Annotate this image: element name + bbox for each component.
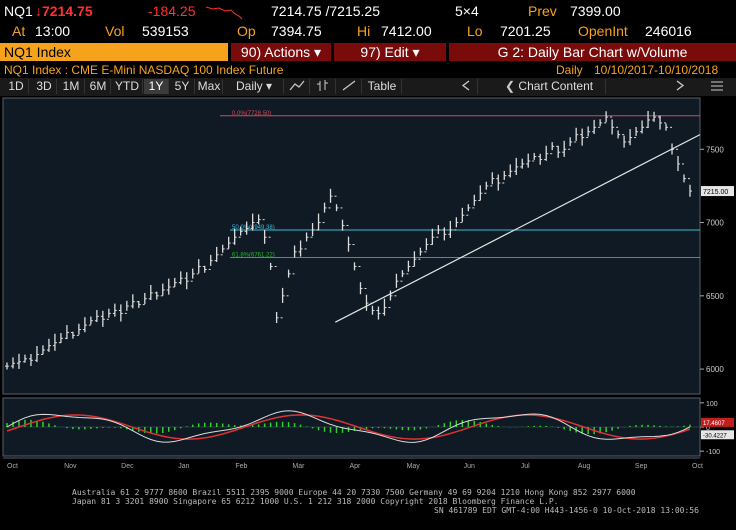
footer-line-3: SN 461789 EDT GMT-4:00 H443-1456-0 10-Oc… [434, 506, 699, 515]
price-panel [2, 97, 701, 395]
high-label: Hi [357, 23, 371, 39]
price-axis-label: 7000 [706, 219, 724, 228]
range-button-ytd[interactable]: YTD [112, 79, 143, 94]
range-button-1d[interactable]: 1D [4, 79, 29, 94]
bid-ask: 7214.75 /7215.25 [271, 3, 380, 19]
last-price-label: 7215.00 [703, 189, 728, 196]
price-axis-label: 7500 [706, 145, 724, 154]
prev-close: 7399.00 [570, 3, 621, 19]
last-price: ↓7214.75 [35, 3, 93, 19]
open-label: Op [237, 23, 256, 39]
frequency-select[interactable]: Daily ▾ [225, 79, 284, 94]
fib-label: 61.8%(6761.22) [232, 253, 275, 259]
chart-content-button[interactable]: ❮ Chart Content [505, 79, 606, 94]
quote-time: 13:00 [35, 23, 71, 39]
menu-bar: NQ1 Index 90) Actions ▾ 97) Edit ▾ G 2: … [0, 43, 736, 61]
month-label: Sep [635, 463, 648, 470]
open-interest-value: 246016 [645, 23, 692, 39]
month-label: Dec [121, 463, 134, 470]
line-tool-icon[interactable] [285, 79, 310, 94]
osc-value-label: 17.4607 [703, 421, 725, 427]
range-button-5y[interactable]: 5Y [170, 79, 195, 94]
edit-menu-button[interactable]: 97) Edit ▾ [334, 43, 446, 61]
month-label: Oct [692, 463, 703, 470]
range-button-3d[interactable]: 3D [32, 79, 57, 94]
low-label: Lo [467, 23, 483, 39]
footer-line-2: Japan 81 3 3201 8900 Singapore 65 6212 1… [72, 497, 559, 506]
price-axis-label: 6000 [706, 365, 724, 374]
month-label: Apr [350, 463, 362, 470]
last-price-marker [701, 186, 734, 197]
osc-axis-label: -100 [706, 449, 720, 456]
month-label: Nov [64, 463, 77, 470]
at-label: At [12, 23, 26, 39]
signal-line [6, 414, 691, 440]
period-label: Daily [556, 63, 583, 77]
month-label: May [407, 463, 421, 470]
price-chart-svg: 7500 7000 6500 6000 0.0%(7728.50) 50.0%(6949.… [2, 97, 734, 479]
osc-value-marker [701, 417, 734, 427]
net-change: -184.25 [148, 3, 196, 19]
open-value: 7394.75 [271, 23, 322, 39]
chevron-left-icon: ❮ [505, 79, 516, 93]
range-button-1m[interactable]: 1M [58, 79, 85, 94]
month-label: Mar [292, 463, 305, 470]
range-button-max[interactable]: Max [196, 79, 223, 94]
chart-title-field: G 2: Daily Bar Chart w/Volume [449, 43, 736, 61]
quote-row-2: At 13:00 Vol 539153 Op 7394.75 Hi 7412.0… [0, 22, 736, 42]
fib-label: 0.0%(7728.50) [232, 111, 271, 117]
chart-toolbar: 1D 3D 1M 6M YTD 1Y 5Y Max Daily ▾ Table ❮ Chart… [0, 78, 736, 96]
chart-content-label: Chart Content [518, 79, 594, 93]
draw-tool-icon[interactable] [337, 79, 362, 94]
month-label: Jun [464, 463, 475, 470]
trendline [334, 134, 701, 323]
quote-row-1: NQ1 ↓7214.75 -184.25 7214.75 /7215.25 5×… [0, 2, 736, 22]
month-label: Oct [7, 463, 18, 470]
actions-menu-button[interactable]: 90) Actions ▾ [231, 43, 331, 61]
month-label: Feb [235, 463, 247, 470]
fib-label: 50.0%(6949.38) [232, 225, 275, 231]
month-label: Jan [178, 463, 189, 470]
osc-value-marker [701, 430, 734, 440]
security-description: NQ1 Index : CME E-Mini NASDAQ 100 Index … [4, 63, 284, 77]
sparkline-icon [205, 6, 243, 20]
price-axis-label: 6500 [706, 292, 724, 301]
footer: Australia 61 2 9777 8600 Brazil 5511 239… [0, 488, 736, 515]
date-range[interactable]: 10/10/2017-10/10/2018 [594, 63, 719, 77]
volume-value: 539153 [142, 23, 189, 39]
expand-icon[interactable] [668, 79, 692, 94]
low-value: 7201.25 [500, 23, 551, 39]
volume-label: Vol [105, 23, 125, 39]
collapse-icon[interactable] [455, 79, 478, 94]
macd-line [6, 410, 691, 443]
osc-axis-label: 100 [706, 401, 718, 408]
month-label: Aug [578, 463, 591, 470]
osc-value-label: -30.4227 [703, 433, 727, 439]
chart-area[interactable]: 7500 7000 6500 6000 0.0%(7728.50) 50.0%(6949.… [0, 96, 736, 479]
security-field[interactable]: NQ1 Index [0, 43, 228, 61]
high-value: 7412.00 [381, 23, 432, 39]
menu-lines-icon[interactable] [700, 79, 734, 94]
bar-style-icon[interactable] [311, 79, 336, 94]
bid-ask-size: 5×4 [455, 3, 479, 19]
prev-label: Prev [528, 3, 557, 19]
open-interest-label: OpenInt [578, 23, 628, 39]
chart-header: NQ1 Index : CME E-Mini NASDAQ 100 Index … [0, 63, 736, 77]
range-button-1y[interactable]: 1Y [144, 79, 169, 94]
ticker[interactable]: NQ1 [4, 3, 33, 19]
footer-line-1: Australia 61 2 9777 8600 Brazil 5511 239… [72, 488, 636, 497]
month-label: Jul [521, 463, 530, 470]
table-button[interactable]: Table [363, 79, 402, 94]
range-button-6m[interactable]: 6M [86, 79, 111, 94]
osc-axis-label: 0 [706, 425, 710, 432]
